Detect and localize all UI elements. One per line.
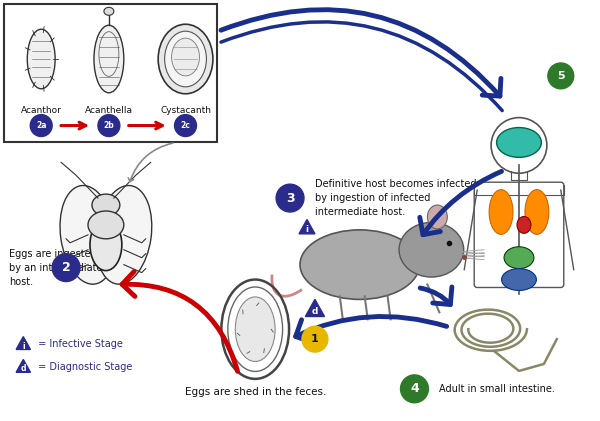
- Circle shape: [302, 326, 328, 352]
- Ellipse shape: [399, 222, 464, 277]
- Text: Cystacanth: Cystacanth: [160, 106, 211, 115]
- Circle shape: [30, 115, 52, 136]
- Ellipse shape: [300, 230, 419, 299]
- Ellipse shape: [497, 128, 541, 157]
- Ellipse shape: [502, 269, 536, 290]
- FancyBboxPatch shape: [4, 4, 217, 142]
- Ellipse shape: [94, 25, 124, 93]
- Ellipse shape: [96, 186, 152, 284]
- Text: Acanthor: Acanthor: [21, 106, 62, 115]
- Ellipse shape: [90, 219, 122, 271]
- Ellipse shape: [88, 211, 124, 239]
- Ellipse shape: [60, 186, 116, 284]
- Text: 2b: 2b: [104, 121, 114, 130]
- Text: Eggs are ingested
by an intermediate
host.: Eggs are ingested by an intermediate hos…: [10, 249, 103, 287]
- Ellipse shape: [164, 31, 206, 87]
- Polygon shape: [299, 219, 315, 234]
- Ellipse shape: [172, 38, 199, 76]
- Text: 2: 2: [62, 261, 70, 274]
- Text: 2a: 2a: [36, 121, 46, 130]
- Text: 2c: 2c: [181, 121, 190, 130]
- Circle shape: [175, 115, 196, 136]
- Text: 3: 3: [286, 192, 295, 205]
- Text: Adult in small intestine.: Adult in small intestine.: [439, 384, 555, 394]
- Polygon shape: [16, 360, 31, 372]
- Text: Definitive host becomes infected
by ingestion of infected
intermediate host.: Definitive host becomes infected by inge…: [315, 179, 476, 217]
- Circle shape: [548, 63, 574, 89]
- Ellipse shape: [504, 247, 534, 269]
- Text: d: d: [312, 307, 318, 316]
- Text: 4: 4: [410, 382, 419, 395]
- Text: i: i: [22, 341, 25, 351]
- Text: 1: 1: [311, 334, 319, 344]
- Ellipse shape: [427, 205, 448, 229]
- Ellipse shape: [158, 24, 213, 94]
- Ellipse shape: [235, 297, 275, 362]
- Ellipse shape: [92, 194, 120, 216]
- Ellipse shape: [525, 189, 549, 234]
- Text: 5: 5: [557, 71, 565, 81]
- Text: = Diagnostic Stage: = Diagnostic Stage: [35, 362, 133, 372]
- Text: Eggs are shed in the feces.: Eggs are shed in the feces.: [185, 387, 326, 397]
- Ellipse shape: [27, 29, 55, 89]
- Circle shape: [401, 375, 428, 403]
- Circle shape: [98, 115, 120, 136]
- Circle shape: [52, 254, 80, 282]
- Text: i: i: [305, 225, 308, 234]
- Polygon shape: [305, 299, 325, 317]
- Ellipse shape: [104, 7, 114, 15]
- Text: d: d: [20, 365, 26, 373]
- Text: = Infective Stage: = Infective Stage: [35, 339, 123, 349]
- Ellipse shape: [489, 189, 513, 234]
- Polygon shape: [16, 337, 31, 349]
- Text: Acanthella: Acanthella: [85, 106, 133, 115]
- Circle shape: [276, 184, 304, 212]
- Ellipse shape: [517, 216, 531, 233]
